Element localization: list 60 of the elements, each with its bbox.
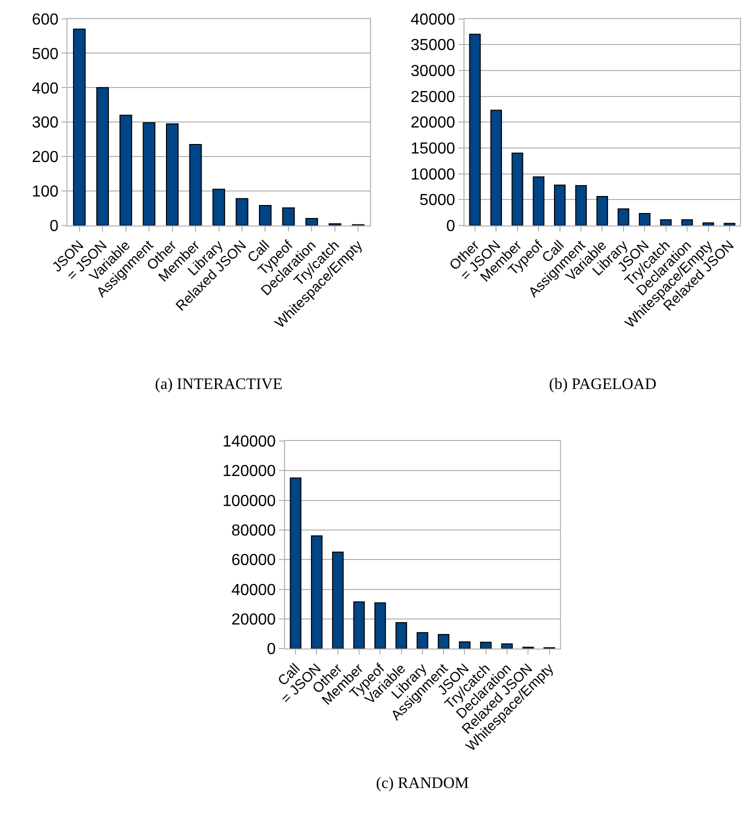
bar xyxy=(596,196,608,226)
y-tick-label: 0 xyxy=(50,218,59,236)
bar xyxy=(212,188,226,226)
bar xyxy=(438,634,450,649)
bar xyxy=(458,641,471,649)
bar xyxy=(532,176,544,226)
y-tick-label: 25000 xyxy=(410,88,456,106)
y-tick-label: 30000 xyxy=(410,63,456,80)
bar xyxy=(490,110,502,226)
bar xyxy=(282,207,295,226)
bar xyxy=(501,643,513,649)
bar xyxy=(120,114,132,226)
text: (a) INTERACTIVE xyxy=(155,376,283,393)
text: (c) RANDOM xyxy=(376,775,469,792)
bar xyxy=(96,87,109,226)
bar xyxy=(480,642,492,649)
bar xyxy=(142,122,156,226)
y-tick-label: 500 xyxy=(32,46,59,63)
bar xyxy=(374,602,386,649)
bar xyxy=(469,34,481,226)
y-tick-label: 600 xyxy=(32,11,59,28)
bar xyxy=(353,601,365,649)
text: (b) PAGELOAD xyxy=(549,376,656,393)
bar xyxy=(236,198,248,226)
y-tick-label: 100000 xyxy=(222,492,276,510)
y-tick-label: 100 xyxy=(32,184,59,201)
bar xyxy=(575,185,587,226)
y-tick-label: 140000 xyxy=(222,434,276,451)
bar xyxy=(618,208,630,226)
y-tick-label: 20000 xyxy=(410,114,456,132)
y-tick-label: 15000 xyxy=(410,140,456,158)
bar xyxy=(512,152,524,226)
y-tick-label: 0 xyxy=(446,218,456,236)
bar xyxy=(290,478,302,649)
y-tick-label: 200 xyxy=(32,149,59,166)
y-tick-label: 35000 xyxy=(410,37,456,54)
y-tick-label: 10000 xyxy=(410,166,456,184)
y-tick-label: 5000 xyxy=(420,192,456,210)
y-tick-label: 0 xyxy=(266,641,276,658)
bar xyxy=(310,535,323,649)
bar xyxy=(73,28,86,226)
bar xyxy=(332,552,344,649)
bar xyxy=(554,184,566,226)
y-tick-label: 40000 xyxy=(410,11,456,28)
bar xyxy=(681,219,693,226)
bar xyxy=(396,622,408,649)
y-tick-label: 80000 xyxy=(231,522,276,540)
bar xyxy=(416,632,428,649)
bar xyxy=(166,123,179,226)
bar xyxy=(258,204,272,226)
y-tick-label: 400 xyxy=(32,80,59,98)
y-tick-label: 20000 xyxy=(231,612,276,629)
bar xyxy=(305,218,318,226)
y-tick-label: 60000 xyxy=(231,552,276,570)
bar xyxy=(189,144,202,226)
y-tick-label: 300 xyxy=(32,114,59,132)
bar xyxy=(660,219,672,226)
y-tick-label: 40000 xyxy=(231,582,276,599)
bar xyxy=(638,213,650,226)
y-tick-label: 120000 xyxy=(222,463,276,480)
